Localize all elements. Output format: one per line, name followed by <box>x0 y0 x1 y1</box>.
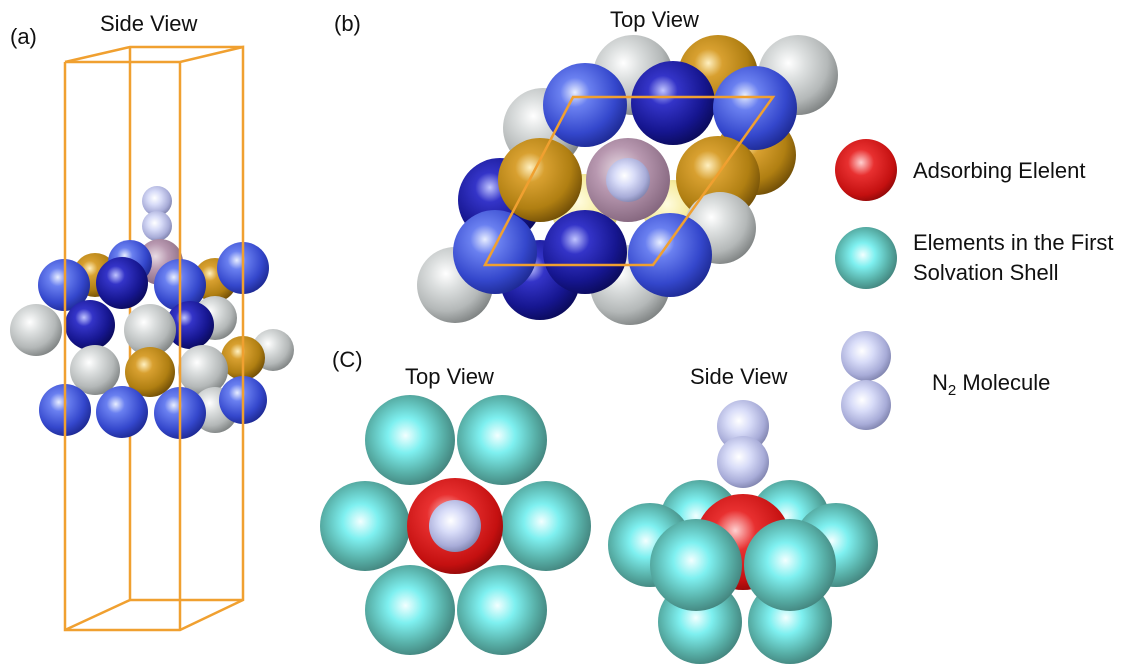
atom-darkblue <box>166 301 214 349</box>
atom-n <box>142 211 172 241</box>
atom-solvation <box>365 565 455 655</box>
legend-solvation-label-line1: Elements in the First <box>913 230 1114 255</box>
atom-silver <box>124 304 176 356</box>
panel-b-title: Top View <box>610 7 699 32</box>
n2-subscript: 2 <box>948 382 956 399</box>
unit-cell-b <box>482 95 776 267</box>
panel-c-side-title: Side View <box>690 364 788 389</box>
n2-prefix: N <box>932 370 948 395</box>
atom-n <box>717 436 769 488</box>
atom-n <box>429 500 481 552</box>
panel-c-top-title: Top View <box>405 364 494 389</box>
atom-darkblue <box>65 300 115 350</box>
atom-solvation <box>320 481 410 571</box>
atom-darkblue <box>543 210 627 294</box>
atom-n <box>717 400 769 452</box>
panel-c: (C) Top View Side View <box>320 347 878 664</box>
panel-a-title: Side View <box>100 11 198 36</box>
atom-n <box>142 186 172 216</box>
n2-suffix: Molecule <box>956 370 1050 395</box>
atom-blue <box>713 66 797 150</box>
atom-blue <box>96 386 148 438</box>
panel-a: (a) Side View <box>10 11 294 632</box>
n2-molecule-a <box>142 186 172 241</box>
legend-n2-icon <box>841 380 891 430</box>
legend-adsorbing-icon <box>835 139 897 201</box>
atom-n <box>606 158 650 202</box>
panel-b-letter: (b) <box>334 11 361 36</box>
panel-a-letter: (a) <box>10 24 37 49</box>
atom-solvation <box>650 519 742 611</box>
atom-blue <box>453 210 537 294</box>
legend-solvation-label-line2: Solvation Shell <box>913 260 1059 285</box>
panel-c-letter: (C) <box>332 347 363 372</box>
atom-silver <box>10 304 62 356</box>
atom-blue <box>628 213 712 297</box>
atom-solvation <box>744 519 836 611</box>
atom-solvation <box>457 395 547 485</box>
atom-gold <box>125 347 175 397</box>
slab-atoms-a <box>10 239 294 439</box>
atom-silver <box>178 345 228 395</box>
unit-cell-box-a-front <box>63 45 245 632</box>
atom-gold <box>498 138 582 222</box>
atom-darkblue <box>96 257 148 309</box>
legend-n2-label: N2 Molecule <box>932 370 1050 399</box>
legend-solvation-icon <box>835 227 897 289</box>
atom-silver <box>70 345 120 395</box>
cluster-side-view <box>608 400 878 664</box>
atom-solvation <box>501 481 591 571</box>
atom-solvation <box>457 565 547 655</box>
cluster-top-view <box>320 395 591 655</box>
atom-blue <box>543 63 627 147</box>
legend: Adsorbing Elelent Elements in the First … <box>835 139 1114 430</box>
legend-adsorbing-label: Adsorbing Elelent <box>913 158 1085 183</box>
atom-solvation <box>365 395 455 485</box>
legend-n2-icon <box>841 331 891 381</box>
surface-atoms-b <box>417 35 838 325</box>
panel-b: (b) Top View <box>334 7 838 325</box>
atom-darkblue <box>631 61 715 145</box>
